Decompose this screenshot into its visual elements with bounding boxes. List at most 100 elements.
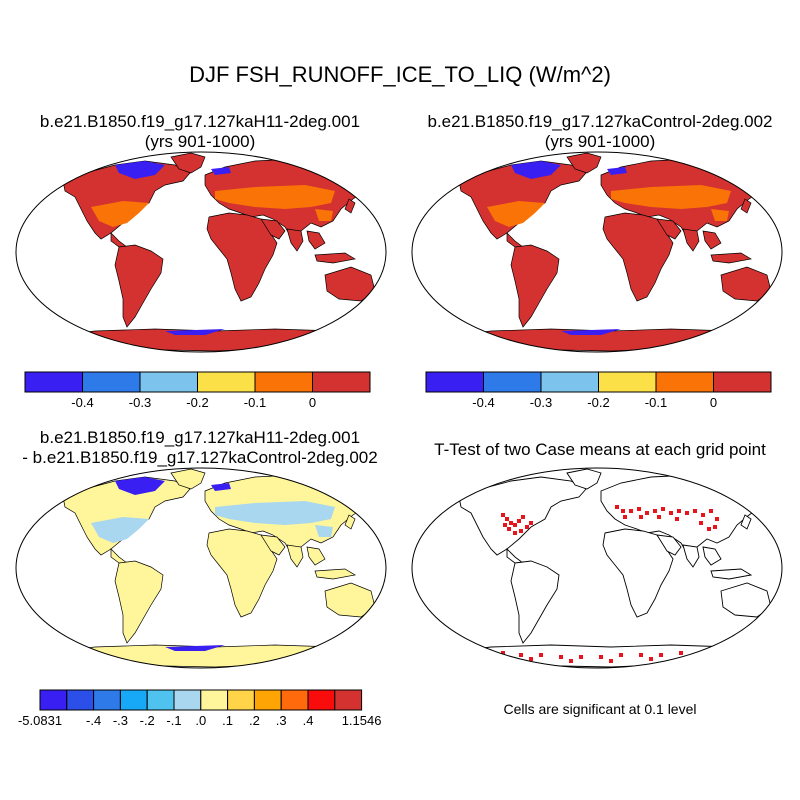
- colorbar-tick-label: -.3: [113, 713, 128, 728]
- significant-cell: [619, 653, 623, 657]
- colorbar-tick-label: -0.2: [587, 395, 609, 410]
- mid-latitude-region: [215, 501, 335, 525]
- land-arabia: [656, 534, 682, 556]
- colorbar-box: [307, 689, 336, 711]
- significant-cell: [715, 517, 719, 521]
- significant-cell: [709, 509, 713, 513]
- significant-cell: [509, 521, 513, 525]
- colorbar-box: [483, 371, 542, 393]
- colorbar-tick-label: .0: [195, 713, 206, 728]
- colorbar-tick-label: -0.4: [472, 395, 494, 410]
- significant-cell: [609, 659, 613, 663]
- significant-cell: [707, 527, 711, 531]
- difference-map: [15, 467, 387, 669]
- significant-cell: [501, 651, 505, 655]
- colorbar-box: [139, 371, 198, 393]
- colorbar-tick-label: .4: [303, 713, 314, 728]
- colorbar-box: [655, 371, 714, 393]
- colorbar-box: [540, 371, 599, 393]
- land-arabia: [656, 218, 682, 240]
- colorbar-box: [39, 689, 68, 711]
- significant-cell: [569, 659, 573, 663]
- land-india: [682, 544, 700, 568]
- colorbar-box: [119, 689, 148, 711]
- land-greenland: [170, 468, 206, 490]
- polar-region: [511, 161, 561, 179]
- colorbar-box: [82, 371, 141, 393]
- significant-cell: [637, 507, 641, 511]
- panel2-subtitle: (yrs 901-1000): [544, 132, 656, 151]
- land-india: [682, 228, 700, 252]
- land-indonesia: [710, 568, 753, 580]
- significant-cell: [693, 509, 697, 513]
- significant-cell: [699, 521, 703, 525]
- mid-latitude-region: [711, 209, 729, 221]
- significant-cell: [639, 653, 643, 657]
- significant-cell: [713, 525, 717, 529]
- significant-cell: [639, 515, 643, 519]
- colorbar-box: [254, 371, 313, 393]
- land-south-america: [510, 560, 560, 644]
- land-arabia: [260, 218, 286, 240]
- panel4-title: T-Test of two Case means at each grid po…: [434, 440, 766, 459]
- panel2-title: b.e21.B1850.f19_g17.127kaControl-2deg.00…: [427, 112, 773, 131]
- land-se-asia: [702, 546, 722, 566]
- colorbar-tick-label: -0.3: [530, 395, 552, 410]
- mid-latitude-region: [91, 201, 149, 227]
- colorbar-tick-label: -.1: [166, 713, 181, 728]
- colorbar-tick-label: -0.1: [244, 395, 266, 410]
- colorbar-box: [598, 371, 657, 393]
- significant-cell: [677, 509, 681, 513]
- land-se-asia: [306, 546, 326, 566]
- significant-cell: [497, 655, 501, 659]
- mid-latitude-region: [91, 517, 149, 543]
- significant-cell: [519, 653, 523, 657]
- significant-cell: [679, 651, 683, 655]
- land-indonesia: [710, 252, 752, 264]
- colorbar-tick-label: 0: [309, 395, 316, 410]
- colorbar-box: [93, 689, 121, 711]
- land-arabia: [260, 534, 286, 556]
- significant-cell: [739, 649, 743, 653]
- polar-region: [115, 477, 165, 495]
- colorbar-tick-label: .1: [222, 713, 233, 728]
- land-south-america: [114, 560, 164, 644]
- mid-latitude-region: [315, 525, 333, 537]
- significance-note: Cells are significant at 0.1 level: [503, 701, 697, 717]
- map-border: [411, 467, 783, 669]
- map-border: [411, 151, 783, 353]
- case1-colorbar: -0.4 -0.3 -0.2 -0.1 0: [24, 371, 371, 410]
- land-japan: [344, 514, 356, 530]
- significant-cell: [521, 515, 525, 519]
- land-africa: [206, 212, 278, 302]
- difference-colorbar: -5.0831 -.4 -.3 -.2 -.1 .0 .1 .2 .3 .4 1.1546: [18, 689, 381, 728]
- map-border: [15, 151, 387, 353]
- significant-cell: [623, 515, 627, 519]
- significant-cell: [501, 513, 505, 517]
- polar-region: [211, 167, 231, 175]
- significant-cell: [649, 657, 653, 661]
- land-africa: [602, 528, 674, 618]
- colorbar-tick-label: -0.4: [71, 395, 93, 410]
- land-japan: [740, 514, 752, 530]
- land-india: [286, 228, 304, 252]
- significant-cell: [559, 655, 563, 659]
- colorbar-tick-label: -.2: [140, 713, 155, 728]
- land-africa: [602, 212, 674, 302]
- significant-cell: [525, 525, 529, 529]
- significant-cell: [505, 517, 509, 521]
- land-greenland: [566, 152, 602, 174]
- significant-cell: [529, 657, 533, 661]
- land-india: [286, 544, 304, 568]
- case1-map: [15, 151, 387, 353]
- land-japan: [344, 198, 356, 214]
- polar-region: [165, 645, 225, 651]
- significant-cell: [675, 517, 679, 521]
- land-se-asia: [702, 230, 722, 250]
- colorbar-box: [200, 689, 229, 711]
- significant-cell: [701, 513, 705, 517]
- land-japan: [740, 198, 752, 214]
- land-indonesia: [314, 568, 356, 580]
- colorbar-box: [253, 689, 282, 711]
- panel3-title: b.e21.B1850.f19_g17.127kaH11-2deg.001: [39, 428, 361, 447]
